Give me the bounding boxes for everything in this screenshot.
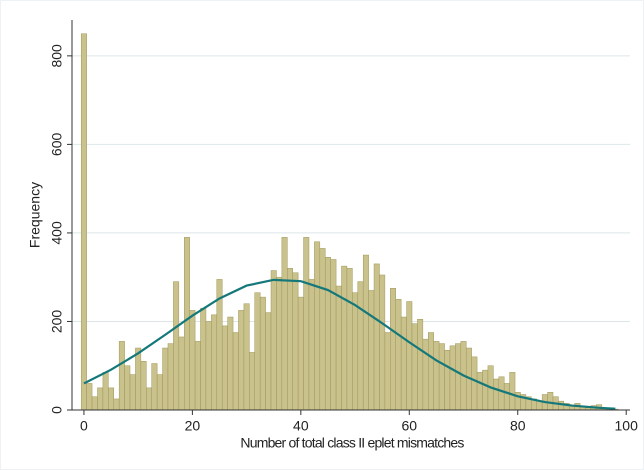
bar <box>113 398 120 411</box>
bar <box>362 254 369 411</box>
y-axis-title: Frequency <box>27 182 43 248</box>
bar <box>200 307 207 411</box>
bar <box>129 374 136 411</box>
bar <box>357 281 364 411</box>
x-tick-label: 40 <box>293 418 309 434</box>
bar <box>476 372 483 411</box>
bar <box>297 296 304 411</box>
bar <box>319 248 326 411</box>
bar <box>194 341 201 411</box>
bar <box>368 290 375 411</box>
bar <box>281 237 288 411</box>
bar <box>352 292 359 411</box>
bar <box>406 301 413 411</box>
bar <box>259 296 266 411</box>
bar <box>303 237 310 411</box>
bar <box>308 279 315 411</box>
bar <box>438 343 445 411</box>
bar <box>444 349 451 411</box>
bar <box>395 299 402 411</box>
bar <box>558 400 565 411</box>
x-tick-label: 20 <box>185 418 201 434</box>
bar <box>232 332 239 411</box>
bar <box>422 338 429 411</box>
bar <box>254 292 261 411</box>
bar <box>108 387 115 411</box>
bar <box>324 257 331 411</box>
bar <box>102 372 109 411</box>
bar <box>173 281 180 411</box>
x-axis-title: Number of total class II eplet mismatche… <box>240 435 464 451</box>
y-tick-label: 0 <box>49 406 65 414</box>
y-tick-label: 600 <box>49 133 65 157</box>
bar <box>249 352 255 411</box>
bar <box>503 383 510 411</box>
bar <box>547 392 554 411</box>
bar <box>124 365 131 411</box>
bar <box>493 378 500 411</box>
x-tick-label: 60 <box>402 418 418 434</box>
bar <box>428 332 434 411</box>
bar <box>341 265 348 411</box>
bar <box>156 374 163 411</box>
bar <box>265 312 272 411</box>
bar <box>243 303 250 411</box>
x-tick-label: 80 <box>510 418 526 434</box>
bar <box>433 341 440 411</box>
y-tick-label: 800 <box>49 44 65 68</box>
bar <box>276 276 283 411</box>
bar <box>314 241 321 411</box>
bar <box>330 259 337 411</box>
bar <box>390 288 396 411</box>
x-tick-label: 100 <box>615 418 639 434</box>
bar <box>135 347 142 411</box>
y-tick-label: 400 <box>49 221 65 245</box>
bar <box>80 33 87 411</box>
bar <box>379 274 386 411</box>
bar <box>536 400 543 411</box>
bar <box>384 332 391 411</box>
bar <box>146 387 152 411</box>
bar <box>189 310 196 411</box>
bar <box>211 314 218 411</box>
bar <box>167 343 174 411</box>
bar <box>373 263 380 411</box>
bar <box>509 372 516 411</box>
y-tick-label: 200 <box>49 310 65 334</box>
bar <box>400 316 407 411</box>
bar <box>162 347 169 411</box>
bar <box>91 396 98 411</box>
bar <box>287 268 293 411</box>
bar <box>205 321 212 411</box>
bar <box>417 319 424 411</box>
bar <box>118 341 125 411</box>
bar <box>238 310 245 411</box>
bar <box>498 376 505 411</box>
bar <box>184 237 190 411</box>
bar <box>449 345 456 411</box>
bar <box>346 268 353 411</box>
bar <box>178 336 185 411</box>
bar <box>411 323 418 411</box>
bar <box>455 343 462 411</box>
bar <box>140 361 147 411</box>
bar <box>482 369 489 411</box>
bar <box>151 363 158 411</box>
bar <box>335 285 342 411</box>
bar <box>97 387 104 411</box>
bar <box>471 356 478 411</box>
fit-curve <box>83 278 616 410</box>
bar <box>292 272 299 411</box>
bar <box>221 325 228 411</box>
bar <box>86 383 93 411</box>
bar <box>270 270 277 411</box>
x-tick-label: 0 <box>80 418 88 434</box>
bar <box>227 316 234 411</box>
